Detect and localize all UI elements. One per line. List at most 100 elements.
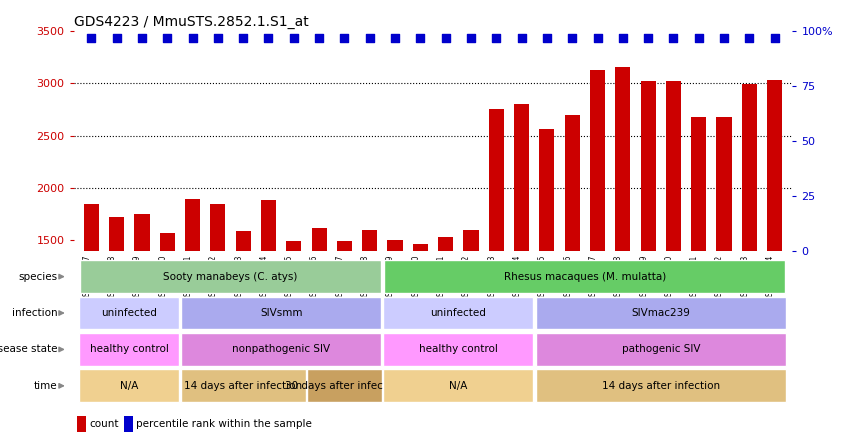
Text: GSM440082: GSM440082 [715,255,724,301]
Text: GSM440060: GSM440060 [158,255,167,301]
Text: GSM440079: GSM440079 [639,255,648,301]
Bar [615,67,630,397]
Bar [488,108,504,397]
Point [489,34,503,41]
Point [135,34,149,41]
Bar [109,218,124,397]
Point [236,34,250,41]
Point [464,34,478,41]
Bar [540,130,554,397]
Text: uninfected: uninfected [101,308,158,318]
Point [591,34,604,41]
Bar [337,242,352,397]
Text: GSM440077: GSM440077 [589,255,598,301]
Point [616,34,630,41]
Point [692,34,706,41]
Text: GSM440065: GSM440065 [285,255,294,301]
Text: GSM440080: GSM440080 [664,255,674,301]
Text: GSM440069: GSM440069 [386,255,395,301]
Bar [742,84,757,397]
Point [540,34,554,41]
Point [84,34,98,41]
Text: GSM440061: GSM440061 [184,255,192,301]
Point [287,34,301,41]
Text: healthy control: healthy control [419,345,498,354]
Text: GSM440063: GSM440063 [234,255,243,301]
Point [641,34,655,41]
Bar [666,81,681,397]
Text: GSM440083: GSM440083 [740,255,749,301]
Point [514,34,528,41]
Bar [236,231,251,397]
Text: GSM440067: GSM440067 [335,255,345,301]
Text: disease state: disease state [0,345,57,354]
Text: GSM440078: GSM440078 [614,255,623,301]
Bar [514,104,529,397]
Point [667,34,681,41]
Point [211,34,225,41]
Bar [134,214,150,397]
Bar [185,198,200,397]
Text: uninfected: uninfected [430,308,486,318]
Text: GDS4223 / MmuSTS.2852.1.S1_at: GDS4223 / MmuSTS.2852.1.S1_at [74,15,308,29]
Bar [387,240,403,397]
Bar [286,242,301,397]
Point [439,34,453,41]
Point [338,34,352,41]
Text: infection: infection [12,308,57,318]
Text: GSM440074: GSM440074 [513,255,521,301]
Point [388,34,402,41]
Text: Sooty manabeys (C. atys): Sooty manabeys (C. atys) [164,272,298,281]
Text: SIVmac239: SIVmac239 [631,308,690,318]
Text: GSM440068: GSM440068 [361,255,370,301]
Text: GSM440072: GSM440072 [462,255,471,301]
Bar [565,115,580,397]
Text: GSM440075: GSM440075 [538,255,547,301]
Text: time: time [34,381,57,391]
Text: GSM440070: GSM440070 [411,255,420,301]
Point [768,34,782,41]
Text: 14 days after infection: 14 days after infection [602,381,720,391]
Point [413,34,427,41]
Text: count: count [89,419,119,429]
Bar [767,80,782,397]
Bar [463,230,479,397]
Bar [77,416,86,432]
Text: pathogenic SIV: pathogenic SIV [622,345,700,354]
Point [565,34,579,41]
Text: 14 days after infection: 14 days after infection [184,381,302,391]
Text: GSM440058: GSM440058 [107,255,117,301]
Text: GSM440071: GSM440071 [436,255,446,301]
Bar [413,244,428,397]
Point [742,34,756,41]
Point [262,34,275,41]
Bar [312,228,326,397]
Point [160,34,174,41]
Text: GSM440081: GSM440081 [689,255,699,301]
Text: GSM440066: GSM440066 [310,255,319,301]
Text: GSM440062: GSM440062 [209,255,218,301]
Text: SIVsmm: SIVsmm [260,308,302,318]
Point [110,34,124,41]
Point [363,34,377,41]
Bar [261,200,276,397]
Bar [716,117,732,397]
Bar [691,117,707,397]
Text: GSM440073: GSM440073 [488,255,496,301]
Text: healthy control: healthy control [90,345,169,354]
Text: N/A: N/A [449,381,468,391]
Bar [159,233,175,397]
Bar [362,230,378,397]
Text: GSM440076: GSM440076 [563,255,572,301]
Bar [641,81,656,397]
Text: GSM440064: GSM440064 [260,255,268,301]
Point [185,34,199,41]
Text: 30 days after infection: 30 days after infection [286,381,404,391]
Text: GSM440057: GSM440057 [82,255,91,301]
Point [717,34,731,41]
Text: percentile rank within the sample: percentile rank within the sample [136,419,312,429]
Bar [84,204,99,397]
Text: nonpathogenic SIV: nonpathogenic SIV [232,345,330,354]
Bar [590,70,605,397]
Text: Rhesus macaques (M. mulatta): Rhesus macaques (M. mulatta) [504,272,666,281]
